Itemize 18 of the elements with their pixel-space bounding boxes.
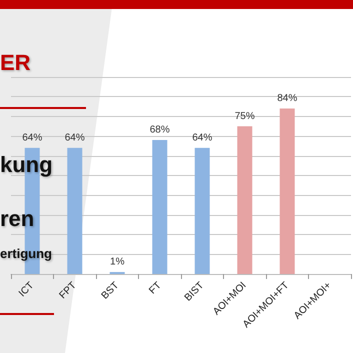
annotation: ertigung (0, 246, 52, 261)
bar (194, 148, 210, 274)
data-label: 64% (64, 132, 85, 144)
data-label: 64% (22, 132, 42, 144)
bar (237, 126, 252, 274)
data-label: 68% (150, 124, 170, 136)
annotation: ren (0, 206, 34, 232)
x-tick-label: ICT (16, 280, 36, 300)
x-tick-label: FT (147, 280, 164, 297)
text: ER (0, 50, 31, 76)
data-label: 1% (110, 256, 125, 268)
bar (280, 108, 295, 274)
bar (152, 140, 168, 274)
data-label: 64% (192, 132, 212, 144)
bar (67, 148, 82, 274)
data-label: 75% (234, 110, 255, 122)
data-label: 84% (277, 93, 298, 104)
annotation: kung (0, 152, 53, 178)
